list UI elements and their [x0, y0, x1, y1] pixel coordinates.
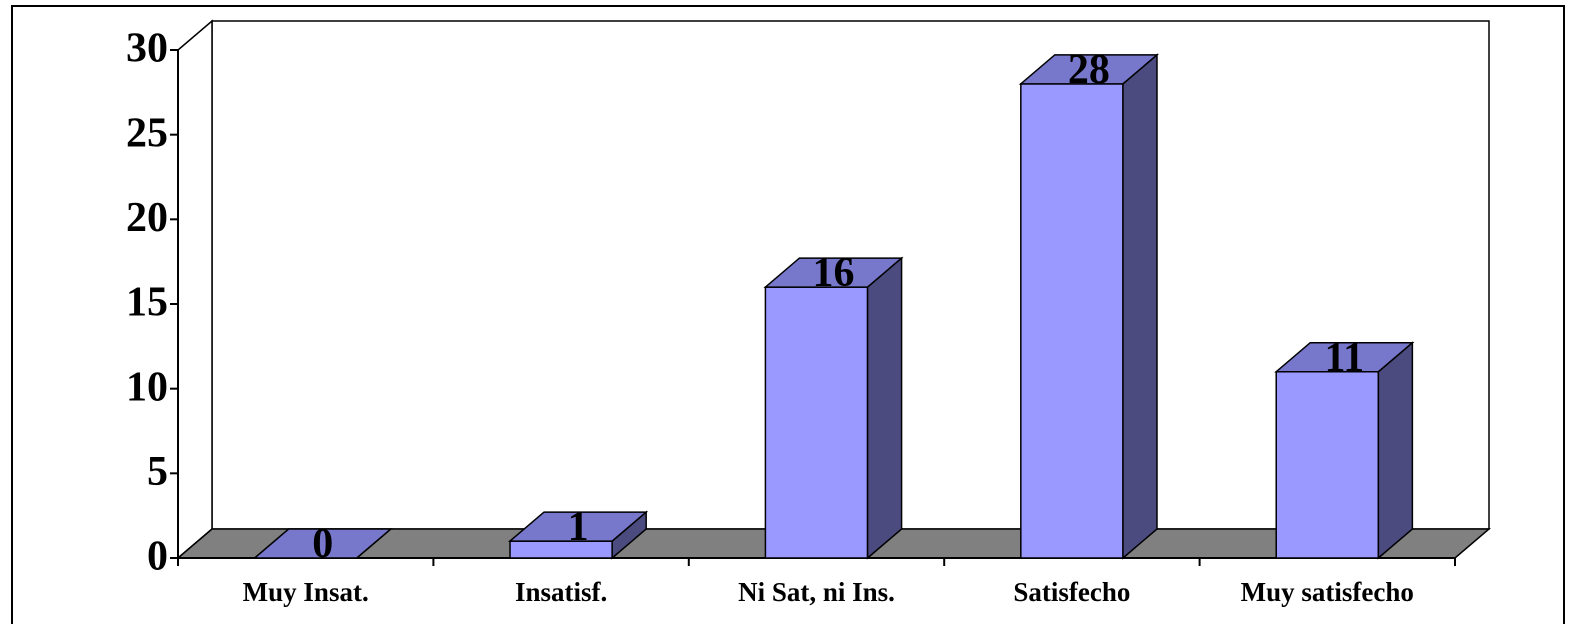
bar-front [509, 540, 613, 559]
bar-side [866, 256, 903, 560]
bar-side [1122, 53, 1158, 560]
value-label: 0 [312, 521, 333, 567]
y-tick-label: 10 [126, 364, 168, 410]
bar [763, 256, 904, 560]
x-tick-label: Ni Sat, ni Ins. [738, 577, 895, 607]
value-label: 28 [1068, 47, 1110, 93]
bar [1018, 53, 1160, 560]
bar [1274, 341, 1415, 560]
bar-front [1275, 370, 1380, 559]
y-tick-label: 20 [126, 195, 168, 241]
bar-side [1377, 341, 1414, 560]
bar-front [764, 286, 869, 559]
x-tick-label: Satisfecho [1013, 577, 1130, 607]
bar-top [1274, 341, 1415, 373]
y-tick-label: 30 [126, 26, 168, 72]
value-label: 1 [568, 504, 589, 550]
bar-front [1020, 83, 1124, 559]
bar [507, 510, 649, 560]
side-wall [177, 19, 213, 560]
y-tick-label: 0 [147, 534, 168, 580]
x-tick-label: Muy satisfecho [1241, 577, 1414, 607]
value-label: 11 [1324, 335, 1364, 381]
bar [252, 528, 393, 559]
x-tick-label: Insatisf. [515, 577, 607, 607]
bar-top [507, 511, 649, 542]
value-label: 16 [813, 250, 855, 296]
bar-top [763, 257, 904, 288]
y-tick-label: 15 [126, 280, 168, 326]
bar-top [1018, 54, 1160, 85]
y-tick-label: 5 [147, 449, 168, 495]
bar-top [252, 528, 393, 559]
y-tick-label: 25 [126, 110, 168, 156]
x-tick-label: Muy Insat. [243, 577, 369, 607]
